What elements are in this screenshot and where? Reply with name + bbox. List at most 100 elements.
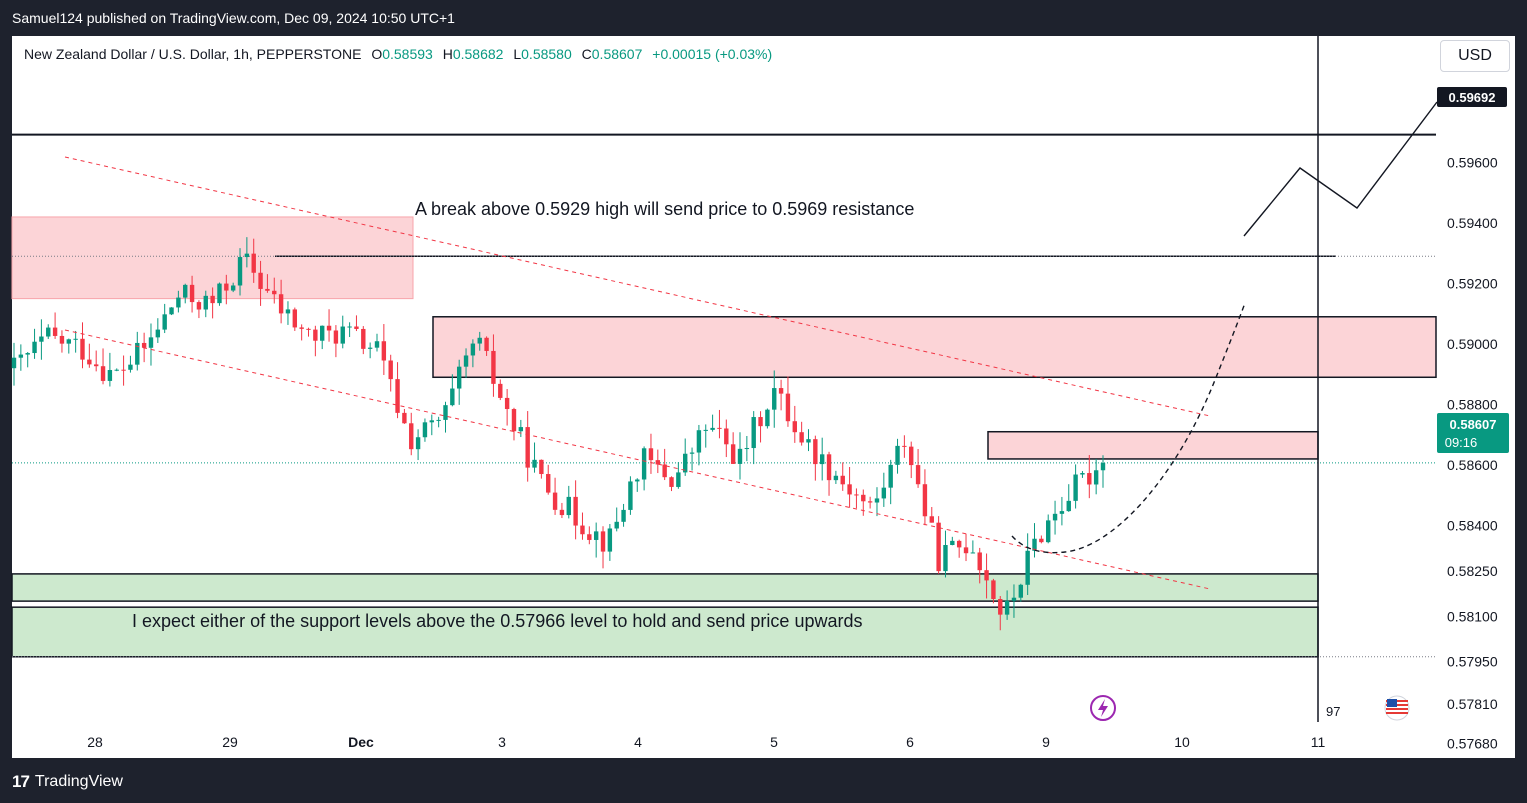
channel-upper-trendline	[64, 156, 1211, 417]
candle-body	[587, 534, 592, 540]
x-tick-label: 5	[770, 734, 778, 750]
candle-body	[559, 509, 565, 516]
candle-body	[744, 448, 750, 450]
candle-body	[18, 354, 24, 358]
candle-body	[292, 309, 298, 328]
candle-body	[799, 432, 804, 443]
candle-body	[1011, 597, 1017, 601]
candle-body	[107, 370, 113, 381]
candle-body	[299, 327, 304, 329]
candle-body	[826, 454, 832, 481]
candle-body	[1100, 462, 1106, 471]
candle-body	[902, 445, 907, 447]
y-tick-label: 0.59000	[1447, 336, 1498, 352]
candle-body	[367, 347, 373, 349]
us-flag-icon[interactable]	[1384, 695, 1410, 721]
candle-body	[730, 444, 736, 464]
open-value: 0.58593	[382, 46, 433, 62]
candle-body	[518, 427, 524, 432]
candle-body	[463, 355, 469, 367]
candle-body	[909, 446, 914, 466]
candle-body	[80, 338, 85, 360]
candle-body	[1018, 584, 1024, 598]
footer: 17 TradingView	[0, 758, 1527, 803]
candle-body	[415, 437, 421, 450]
candle-body	[854, 494, 859, 496]
candle-body	[614, 521, 619, 529]
candle-body	[148, 337, 154, 348]
candle-body	[1087, 473, 1092, 485]
candle-body	[244, 253, 250, 258]
candle-body	[532, 459, 537, 468]
candle-body	[285, 309, 291, 314]
target-price-label: 0.59692	[1449, 90, 1496, 105]
current-price-tag: 0.58607 09:16	[1437, 413, 1509, 453]
candle-body	[1066, 500, 1071, 512]
candle-body	[950, 540, 955, 546]
annotation-breakout: A break above 0.5929 high will send pric…	[415, 199, 914, 219]
support-zone	[11, 606, 1319, 658]
top-bar: Samuel124 published on TradingView.com, …	[0, 0, 1527, 36]
candle-body	[189, 284, 195, 303]
projection-curve	[1011, 302, 1246, 554]
candle-body	[313, 329, 318, 341]
candle-body	[628, 481, 633, 510]
candle-body	[59, 335, 65, 344]
open-label: O	[371, 46, 383, 62]
candle-body	[443, 405, 448, 420]
candle-body	[874, 498, 880, 503]
candle-body	[1046, 520, 1051, 543]
target-price-tag: 0.59692	[1437, 87, 1507, 107]
symbol-legend: New Zealand Dollar / U.S. Dollar, 1h, PE…	[24, 46, 772, 62]
current-price-label: 0.58607	[1450, 417, 1497, 432]
candle-body	[546, 474, 551, 493]
candle-body	[484, 337, 489, 351]
x-tick-label: 10	[1174, 734, 1190, 750]
candle-body	[347, 326, 352, 328]
candle-body	[210, 295, 215, 304]
candle-body	[956, 540, 962, 548]
candle-body	[429, 420, 434, 423]
candle-body	[1032, 538, 1037, 551]
candle-body	[326, 325, 332, 331]
candle-body	[1073, 474, 1078, 501]
candle-body	[840, 475, 845, 485]
y-tick-label: 0.57810	[1447, 696, 1498, 712]
candle-body	[114, 369, 119, 371]
candle-body	[381, 341, 387, 361]
candle-body	[162, 314, 167, 330]
candle-body	[648, 448, 654, 461]
candle-body	[970, 552, 976, 554]
candle-body	[141, 342, 147, 348]
candle-body	[963, 547, 969, 554]
candle-body	[93, 364, 99, 367]
annotation-support: I expect either of the support levels ab…	[132, 611, 862, 631]
candle-body	[402, 412, 407, 424]
candle-body	[635, 479, 640, 482]
candle-body	[683, 453, 688, 473]
time-axis[interactable]: 28 29 Dec 3 4 5 6 9 10 11	[87, 734, 1325, 750]
tradingview-brand[interactable]: 17 TradingView	[12, 772, 123, 792]
tradingview-logo-icon: 17	[12, 772, 30, 791]
candle-body	[135, 342, 140, 365]
y-tick-label: 0.58250	[1447, 563, 1498, 579]
candle-body	[552, 492, 558, 510]
change-value: +0.00015 (+0.03%)	[652, 46, 773, 62]
candle-body	[991, 580, 996, 599]
y-tick-label: 0.59600	[1447, 155, 1498, 171]
candle-body	[395, 379, 400, 413]
candle-body	[32, 341, 37, 354]
candle-body	[320, 325, 325, 341]
lightning-icon[interactable]	[1090, 695, 1116, 721]
high-value: 0.58682	[452, 46, 504, 62]
candle-body	[155, 329, 161, 338]
candle-body	[785, 393, 791, 422]
candle-body	[121, 369, 126, 371]
currency-button[interactable]: USD	[1440, 40, 1510, 72]
price-axis[interactable]: 0.59600 0.59400 0.59200 0.59000 0.58800 0.586…	[1447, 155, 1498, 752]
candle-body	[470, 343, 476, 356]
candle-body	[867, 501, 873, 503]
candle-body	[450, 388, 455, 406]
candle-body	[11, 357, 17, 369]
